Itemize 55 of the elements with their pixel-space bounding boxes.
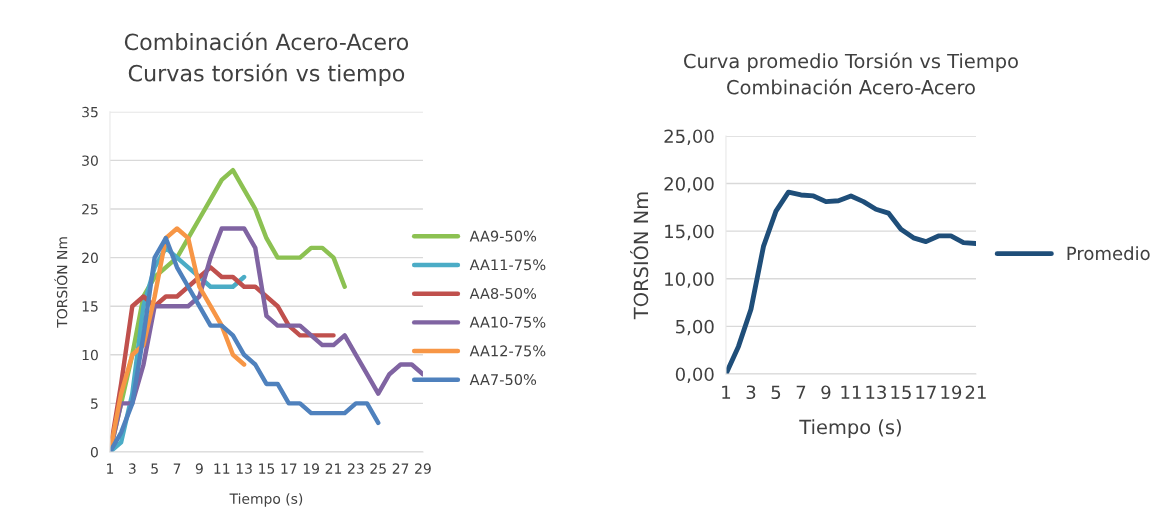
x-axis-title: Tiempo (s) [799, 419, 901, 439]
x-tick-label: 21 [325, 463, 342, 474]
line-series [725, 189, 976, 374]
x-tick-label: 9 [821, 385, 831, 400]
y-tick-label: 10,00 [665, 272, 714, 288]
y-tick-label: 20 [82, 252, 98, 264]
y-tick-label: 5,00 [676, 319, 714, 336]
x-tick-label: 1 [722, 385, 731, 399]
legend-label: AA11-75% [469, 259, 546, 271]
y-axis-title: TORSIÓN Nm [54, 237, 68, 328]
y-tick-label: 20,00 [664, 177, 714, 193]
y-axis-title: TORSIÓN Nm [630, 192, 649, 320]
y-tick-label: 25,00 [664, 129, 714, 145]
x-axis-title: Tiempo (s) [229, 493, 303, 507]
legend-label: AA7-50% [469, 374, 537, 386]
x-tick-label: 1 [107, 463, 114, 474]
y-tick-label: 25 [82, 203, 98, 215]
x-tick-label: 15 [891, 385, 911, 400]
x-tick-label: 19 [303, 463, 320, 474]
y-tick-label: 0,00 [675, 367, 714, 383]
x-tick-label: 5 [151, 463, 158, 474]
legend-label: AA12-75% [469, 345, 546, 357]
x-tick-label: 23 [348, 463, 364, 474]
y-tick-label: 30 [82, 155, 98, 166]
legend-label: Promedio [1067, 246, 1150, 261]
y-tick-label: 5 [91, 398, 98, 409]
chart-title: Curva promedio Torsión vs Tiempo Combinación Acero-Acero [684, 52, 1018, 95]
line-series [109, 235, 381, 452]
x-tick-label: 17 [281, 463, 297, 474]
x-tick-label: 13 [866, 385, 886, 400]
x-tick-label: 13 [236, 463, 252, 474]
x-tick-label: 7 [796, 385, 806, 399]
x-tick-label: 15 [259, 463, 275, 474]
x-tick-label: 7 [173, 463, 181, 474]
x-tick-label: 9 [195, 463, 203, 474]
x-tick-label: 17 [916, 385, 936, 399]
y-tick-label: 15 [82, 301, 98, 312]
x-tick-label: 11 [841, 385, 861, 399]
legend-label: AA9-50% [469, 230, 537, 242]
x-tick-label: 5 [771, 385, 781, 400]
x-tick-label: 11 [214, 463, 230, 474]
x-tick-label: 3 [128, 463, 136, 474]
y-tick-label: 35 [82, 106, 98, 118]
y-tick-label: 10 [82, 349, 98, 361]
legend-label: AA10-75% [469, 316, 546, 328]
chart-title: Combinación Acero-Acero Curvas torsión vs tiempo [124, 32, 409, 86]
x-tick-label: 21 [965, 385, 986, 399]
y-tick-label: 15,00 [665, 224, 714, 241]
x-tick-label: 29 [415, 463, 431, 474]
x-tick-label: 3 [746, 385, 756, 400]
x-tick-label: 27 [392, 463, 409, 474]
x-tick-label: 25 [370, 463, 386, 474]
y-tick-label: 0 [90, 446, 98, 458]
legend-label: AA8-50% [469, 287, 537, 299]
x-tick-label: 19 [941, 385, 962, 400]
